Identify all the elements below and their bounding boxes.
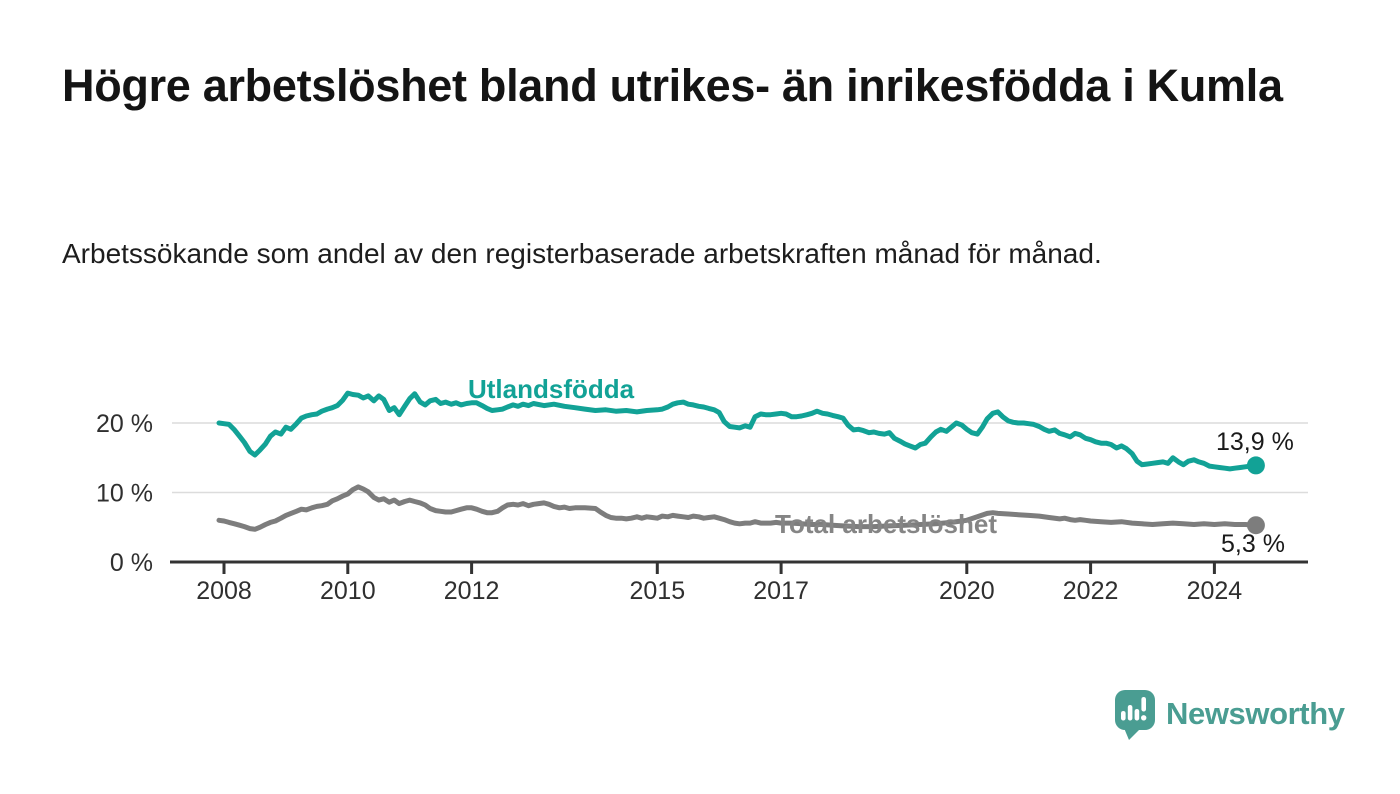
x-tick-label: 2020 (939, 577, 995, 605)
x-tick-label: 2015 (629, 577, 685, 605)
y-tick-label: 0 % (110, 549, 153, 577)
series-label-utlandsfodda: Utlandsfödda (468, 374, 635, 404)
x-tick-label: 2008 (196, 577, 252, 605)
series-line-utlandsfodda (216, 390, 1259, 472)
x-tick-label: 2010 (320, 577, 376, 605)
newsworthy-wordmark: Newsworthy (1166, 696, 1345, 731)
x-tick-label: 2022 (1063, 577, 1119, 605)
x-tick-label: 2012 (444, 577, 500, 605)
y-tick-label: 20 % (96, 410, 153, 438)
series-line-total (216, 484, 1259, 532)
series-label-total-arbetsloshet: Total arbetslöshet (775, 509, 998, 539)
end-value-total-arbetsloshet: 5,3 % (1221, 530, 1285, 558)
chart-subtitle: Arbetssökande som andel av den registerb… (62, 238, 1102, 269)
newsworthy-logo-icon (1115, 690, 1155, 740)
page-title: Högre arbetslöshet bland utrikes- än inr… (62, 60, 1283, 111)
y-tick-label: 10 % (96, 480, 153, 508)
series-endpoint-total (1246, 516, 1265, 535)
end-value-utlandsfodda: 13,9 % (1216, 428, 1294, 456)
x-tick-label: 2024 (1187, 577, 1243, 605)
series-endpoint-utlandsfodda (1246, 456, 1265, 475)
x-tick-label: 2017 (753, 577, 809, 605)
newsworthy-brand: Newsworthy (1112, 686, 1372, 742)
